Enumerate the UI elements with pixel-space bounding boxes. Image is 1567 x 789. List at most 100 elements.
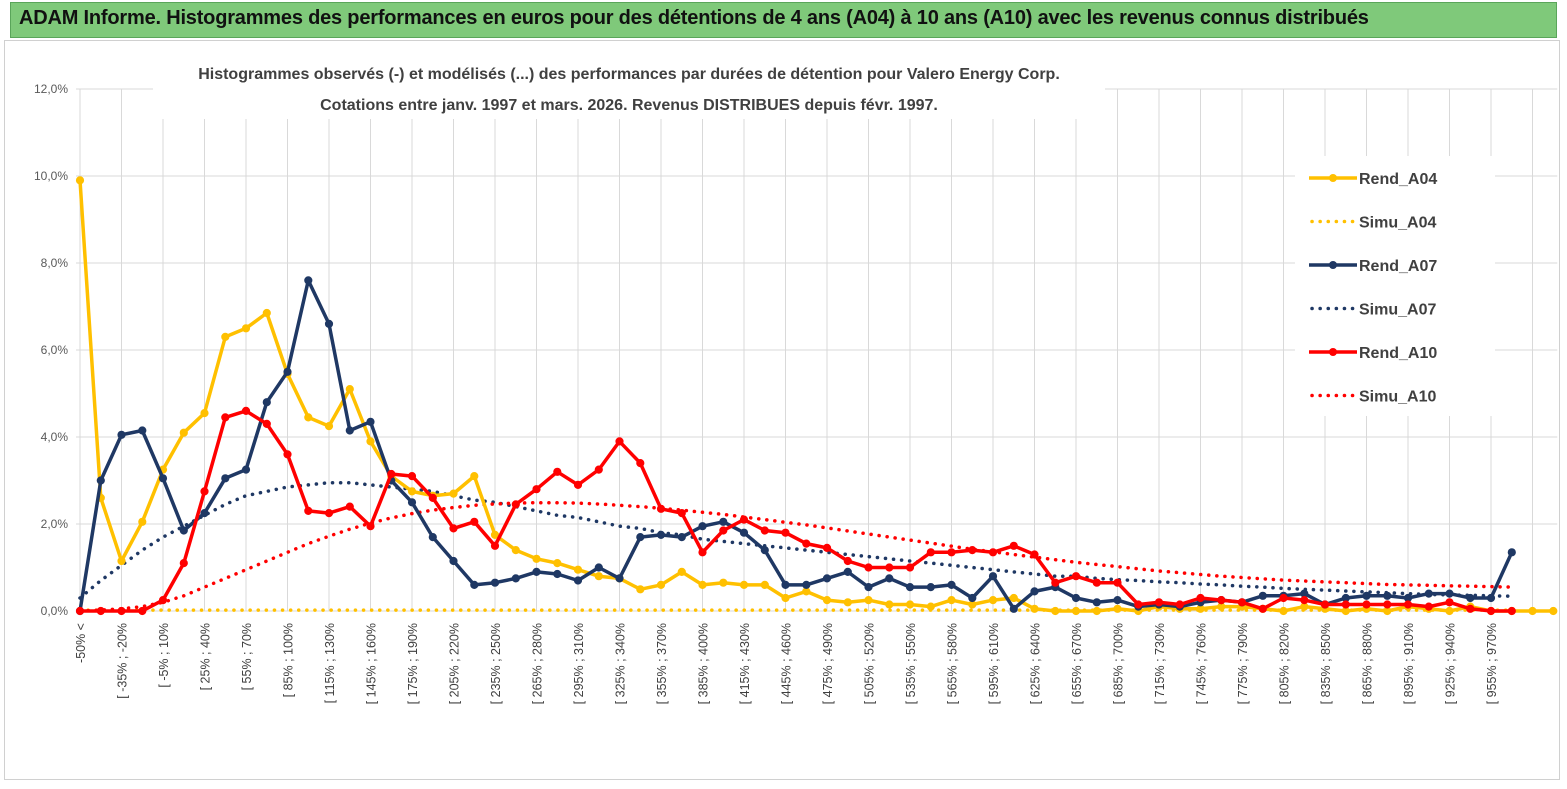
x-tick-label: [ 865% ; 880% <box>1361 623 1375 704</box>
data-point <box>656 530 666 539</box>
data-point <box>138 426 147 435</box>
x-tick-label: [ 895% ; 910% <box>1402 623 1416 704</box>
data-point <box>1071 606 1081 616</box>
y-tick-label: 6,0% <box>41 343 69 357</box>
data-point <box>490 541 500 550</box>
x-tick-label: [ 595% ; 610% <box>987 623 1001 704</box>
data-point <box>1009 541 1018 550</box>
data-point <box>677 567 686 577</box>
data-point <box>1279 606 1288 616</box>
data-point <box>366 417 375 426</box>
line-chart: 0,0% 2,0% 4,0% 6,0% 8,0% 10,0% 12,0% -50% < [ -… <box>34 57 1558 704</box>
data-point <box>573 576 583 585</box>
y-tick-label: 2,0% <box>41 517 69 531</box>
data-point <box>760 546 769 555</box>
x-tick-label: [ 775% ; 790% <box>1236 623 1250 704</box>
x-tick-label: [ 805% ; 820% <box>1278 623 1292 704</box>
data-point <box>366 522 375 531</box>
data-point <box>1486 593 1496 603</box>
data-point <box>1445 606 1454 616</box>
data-point <box>760 526 769 535</box>
data-point <box>1445 589 1454 598</box>
data-point <box>1009 593 1018 603</box>
data-point <box>1051 606 1060 616</box>
legend-label: Rend_A07 <box>1359 258 1437 275</box>
legend-marker <box>1329 261 1337 269</box>
data-point <box>1092 578 1101 587</box>
y-tick-label: 0,0% <box>41 604 69 618</box>
data-point <box>698 548 707 557</box>
x-tick-label: [ 145% ; 160% <box>365 623 379 704</box>
legend-item-simu-a10: Simu_A10 <box>1310 389 1436 406</box>
data-point <box>470 580 479 590</box>
data-point <box>802 580 811 590</box>
data-point <box>636 585 645 594</box>
y-tick-label: 4,0% <box>41 430 69 444</box>
data-point <box>449 524 458 533</box>
x-tick-label: [ -5% ; 10% <box>157 623 171 688</box>
data-point <box>1009 604 1018 613</box>
data-point <box>781 593 790 603</box>
data-point <box>1362 591 1371 600</box>
x-axis-ticks: -50% < [ -35% ; -20% [ -5% ; 10% [ 25% ; 40… <box>74 623 1499 704</box>
data-point <box>1113 604 1122 613</box>
data-point <box>719 578 728 587</box>
data-point <box>1092 598 1101 607</box>
data-point <box>677 509 686 518</box>
data-point <box>470 472 479 481</box>
series-line <box>78 480 1514 600</box>
data-point <box>407 498 417 507</box>
data-point <box>822 574 832 583</box>
data-point <box>615 437 624 446</box>
data-point <box>1507 548 1516 557</box>
data-point <box>428 533 437 542</box>
data-point <box>885 600 894 609</box>
chart-title: Histogrammes observés (-) et modélisés (… <box>198 66 1060 83</box>
series-rend-a07 <box>75 276 1516 616</box>
data-point <box>1154 598 1164 607</box>
data-point <box>449 489 458 498</box>
data-point <box>1030 587 1039 596</box>
data-point <box>947 580 956 590</box>
data-point <box>594 563 603 572</box>
data-point <box>905 600 915 609</box>
y-tick-label: 8,0% <box>41 256 69 270</box>
data-point <box>1445 598 1454 607</box>
data-point <box>1196 593 1205 603</box>
x-tick-label: [ 535% ; 550% <box>904 623 918 704</box>
legend-marker <box>1329 348 1337 356</box>
series-layer <box>75 176 1558 616</box>
x-tick-label: [ 685% ; 700% <box>1112 623 1126 704</box>
data-point <box>739 515 749 524</box>
data-point <box>1341 600 1350 609</box>
data-point <box>926 583 935 592</box>
legend-item-simu-a07: Simu_A07 <box>1310 302 1436 319</box>
data-point <box>1258 604 1267 613</box>
legend-label: Rend_A04 <box>1359 171 1437 188</box>
data-point <box>179 428 188 437</box>
x-tick-label: [ 925% ; 940% <box>1444 623 1458 704</box>
data-point <box>345 502 354 511</box>
x-tick-label: [ 655% ; 670% <box>1070 623 1084 704</box>
x-tick-label: [ 385% ; 400% <box>697 623 711 704</box>
x-tick-label: [ 565% ; 580% <box>946 623 960 704</box>
data-point <box>864 583 873 592</box>
data-point <box>698 522 707 531</box>
x-tick-label: [ 835% ; 850% <box>1319 623 1333 704</box>
data-point <box>553 467 562 476</box>
data-point <box>158 596 168 605</box>
data-point <box>885 574 894 583</box>
data-point <box>739 580 749 590</box>
data-point <box>1300 596 1309 605</box>
data-point <box>1466 593 1475 603</box>
data-point <box>470 517 479 526</box>
legend-item-rend-a10: Rend_A10 <box>1309 345 1437 362</box>
x-tick-label: [ 205% ; 220% <box>448 623 462 704</box>
x-tick-label: [ 355% ; 370% <box>655 623 669 704</box>
series-line <box>80 409 1512 613</box>
data-point <box>345 385 354 394</box>
data-point <box>241 324 251 333</box>
data-point <box>553 559 562 568</box>
x-tick-label: [ 55% ; 70% <box>240 623 254 690</box>
y-tick-label: 12,0% <box>34 82 68 96</box>
